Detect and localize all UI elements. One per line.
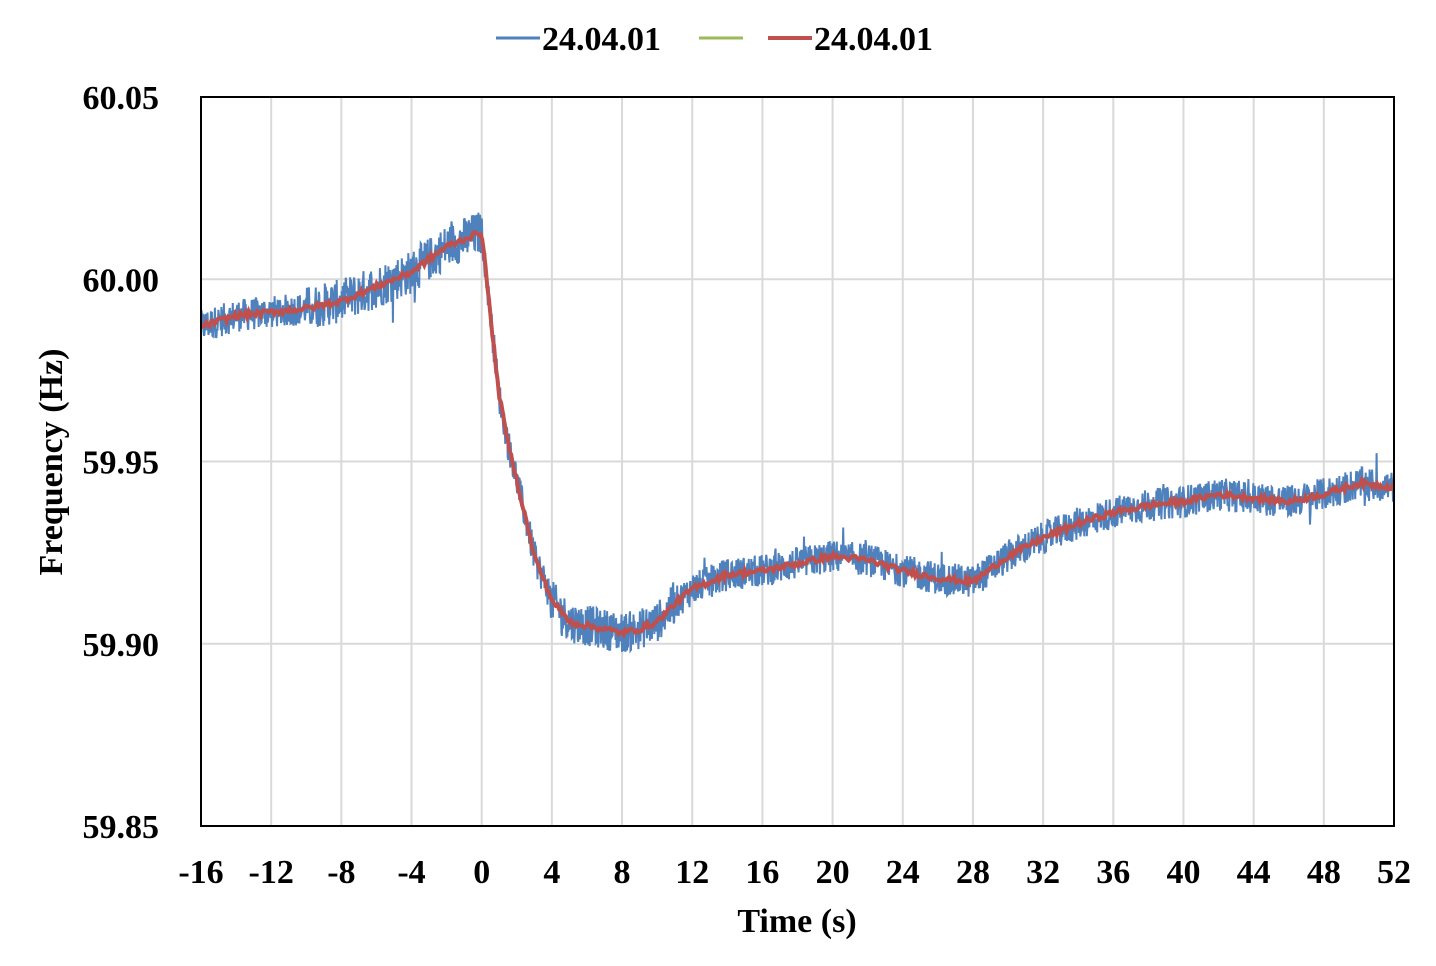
x-tick-label: -12 xyxy=(249,854,294,891)
x-tick-label: 0 xyxy=(473,854,490,891)
series-raw-line xyxy=(201,212,1394,654)
y-tick-labels: 59.85 59.90 59.95 60.00 60.05 xyxy=(83,80,160,846)
x-tick-label: 8 xyxy=(614,854,631,891)
legend-label: 24.04.01 xyxy=(814,21,933,58)
x-tick-labels: -16 -12 -8 -4 0 4 8 12 16 20 24 28 32 36 40 44 48 52 xyxy=(178,854,1411,891)
x-tick-label: -16 xyxy=(178,854,223,891)
x-tick-label: 28 xyxy=(956,854,990,891)
x-tick-label: 24 xyxy=(886,854,920,891)
gridlines xyxy=(200,96,1395,827)
y-tick-label: 59.85 xyxy=(83,809,160,846)
plot-area xyxy=(201,212,1394,654)
y-axis-label: Frequency (Hz) xyxy=(33,349,70,576)
plot-border xyxy=(200,96,1395,827)
x-tick-label: 16 xyxy=(745,854,779,891)
y-tick-label: 59.95 xyxy=(83,445,160,482)
x-axis-label: Time (s) xyxy=(737,903,856,940)
x-tick-label: 12 xyxy=(675,854,709,891)
series-smoothed-line xyxy=(201,230,1394,640)
x-tick-label: 4 xyxy=(543,854,560,891)
x-tick-label: 48 xyxy=(1307,854,1341,891)
y-tick-label: 59.90 xyxy=(83,627,160,664)
x-tick-label: -8 xyxy=(327,854,355,891)
y-tick-label: 60.00 xyxy=(83,262,160,299)
x-tick-label: 36 xyxy=(1096,854,1130,891)
legend: 24.04.01 24.04.01 xyxy=(496,21,933,58)
y-tick-label: 60.05 xyxy=(83,80,160,117)
x-tick-label: 40 xyxy=(1166,854,1200,891)
x-tick-label: 44 xyxy=(1237,854,1271,891)
x-tick-label: 32 xyxy=(1026,854,1060,891)
legend-label: 24.04.01 xyxy=(542,21,661,58)
x-tick-label: 52 xyxy=(1377,854,1411,891)
x-tick-label: -4 xyxy=(397,854,425,891)
x-tick-label: 20 xyxy=(816,854,850,891)
